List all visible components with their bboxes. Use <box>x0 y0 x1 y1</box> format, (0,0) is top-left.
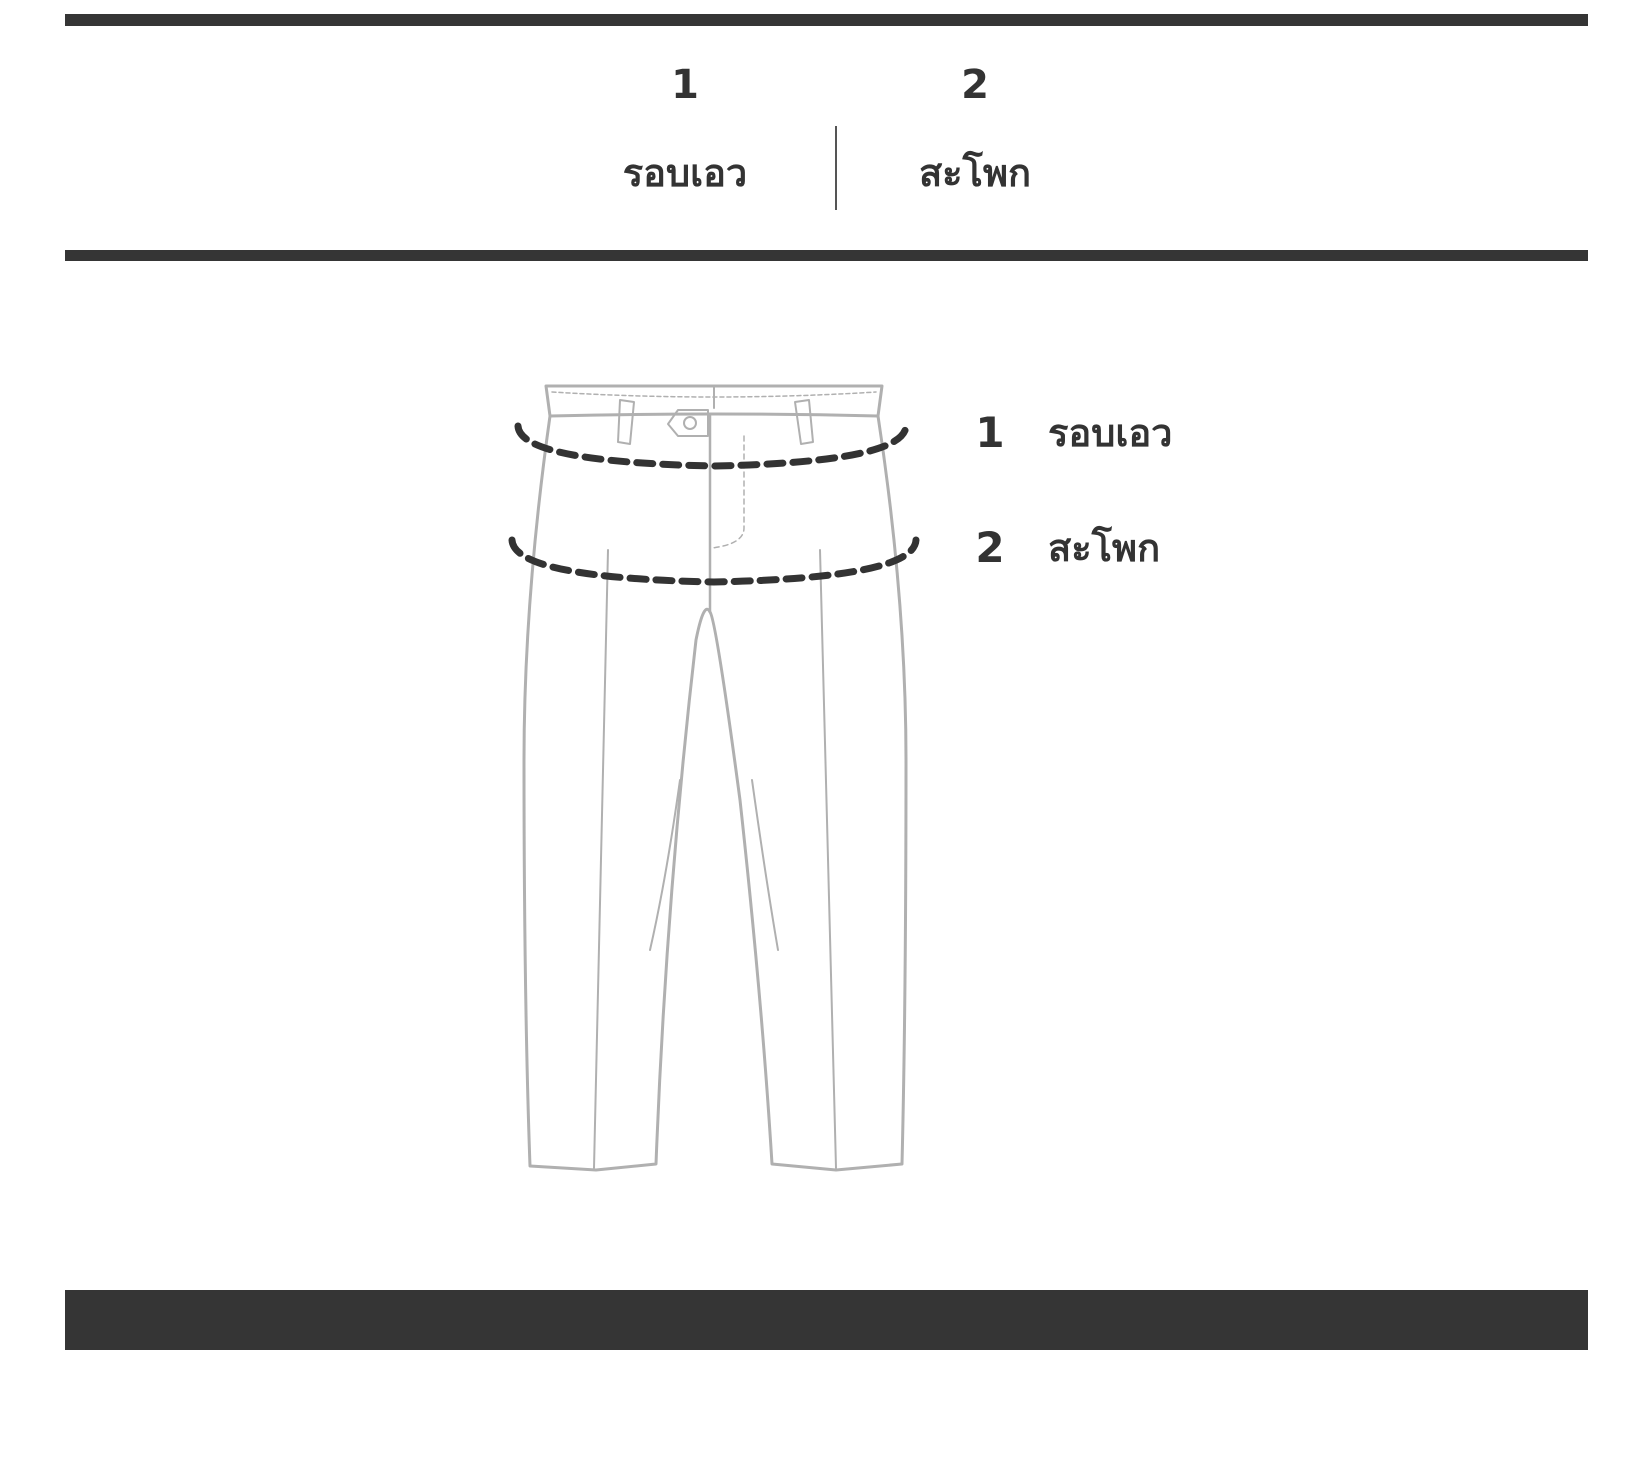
left-leg-outline <box>522 414 908 1172</box>
hip-measure-line <box>508 536 920 586</box>
legend-1-label: รอบเอว <box>1048 411 1173 455</box>
fly-stitch <box>711 435 745 549</box>
trousers-diagram <box>508 384 920 1172</box>
legend-2-label: สะโพก <box>1048 526 1161 570</box>
button <box>683 416 697 430</box>
legend-2-number: 2 <box>975 523 1005 572</box>
waistband <box>544 384 884 418</box>
middle-rule <box>65 250 1588 261</box>
dashed-measurement-loop <box>508 422 920 586</box>
column-2-label: สะโพก <box>918 151 1032 195</box>
top-rule <box>65 14 1588 26</box>
trousers-icon <box>522 384 908 1172</box>
column-divider <box>835 126 837 210</box>
legend-1-number: 1 <box>975 408 1005 457</box>
column-1-label: รอบเอว <box>622 151 748 195</box>
right-crease <box>819 549 837 1169</box>
waist-measure-line <box>514 422 910 470</box>
bottom-band <box>65 1290 1588 1350</box>
column-2-number: 2 <box>961 62 989 108</box>
belt-loop-left <box>617 399 635 445</box>
column-1-number: 1 <box>671 62 699 108</box>
left-crease <box>593 549 609 1169</box>
belt-loop-right <box>794 399 814 445</box>
button-tab <box>667 409 709 437</box>
